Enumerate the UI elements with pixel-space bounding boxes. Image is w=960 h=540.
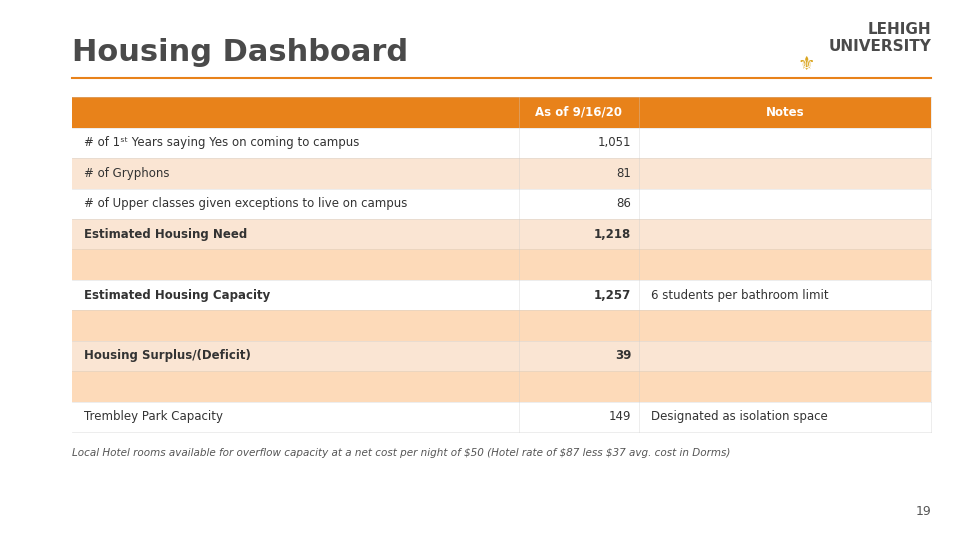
Text: Estimated Housing Need: Estimated Housing Need (84, 228, 247, 241)
Text: 1,218: 1,218 (594, 228, 632, 241)
FancyBboxPatch shape (72, 341, 518, 371)
FancyBboxPatch shape (518, 310, 639, 341)
Text: # of 1ˢᵗ Years saying Yes on coming to campus: # of 1ˢᵗ Years saying Yes on coming to c… (84, 137, 359, 150)
FancyBboxPatch shape (639, 219, 931, 249)
Text: 39: 39 (615, 349, 632, 362)
FancyBboxPatch shape (72, 280, 518, 310)
Text: Notes: Notes (766, 106, 804, 119)
Text: 149: 149 (609, 410, 632, 423)
FancyBboxPatch shape (72, 310, 518, 341)
Text: Trembley Park Capacity: Trembley Park Capacity (84, 410, 223, 423)
Text: 86: 86 (616, 197, 632, 210)
FancyBboxPatch shape (518, 219, 639, 249)
FancyBboxPatch shape (639, 371, 931, 402)
FancyBboxPatch shape (639, 402, 931, 432)
FancyBboxPatch shape (639, 341, 931, 371)
Text: # of Gryphons: # of Gryphons (84, 167, 169, 180)
Text: 19: 19 (916, 505, 931, 518)
Text: LEHIGH
UNIVERSITY: LEHIGH UNIVERSITY (828, 22, 931, 54)
FancyBboxPatch shape (518, 280, 639, 310)
FancyBboxPatch shape (72, 127, 518, 158)
FancyBboxPatch shape (639, 127, 931, 158)
FancyBboxPatch shape (72, 219, 518, 249)
FancyBboxPatch shape (518, 371, 639, 402)
Text: ⚜: ⚜ (798, 55, 815, 75)
FancyBboxPatch shape (518, 127, 639, 158)
FancyBboxPatch shape (518, 158, 639, 188)
FancyBboxPatch shape (639, 97, 931, 127)
FancyBboxPatch shape (639, 249, 931, 280)
Text: Housing Dashboard: Housing Dashboard (72, 38, 408, 67)
Text: As of 9/16/20: As of 9/16/20 (536, 106, 622, 119)
FancyBboxPatch shape (518, 249, 639, 280)
FancyBboxPatch shape (72, 158, 518, 188)
FancyBboxPatch shape (72, 249, 518, 280)
Text: 1,051: 1,051 (598, 137, 632, 150)
Text: 81: 81 (616, 167, 632, 180)
Text: Designated as isolation space: Designated as isolation space (651, 410, 828, 423)
FancyBboxPatch shape (639, 188, 931, 219)
Text: 1,257: 1,257 (594, 288, 632, 301)
FancyBboxPatch shape (518, 188, 639, 219)
Text: Estimated Housing Capacity: Estimated Housing Capacity (84, 288, 270, 301)
FancyBboxPatch shape (518, 341, 639, 371)
FancyBboxPatch shape (639, 310, 931, 341)
FancyBboxPatch shape (518, 402, 639, 432)
Text: Housing Surplus/(Deficit): Housing Surplus/(Deficit) (84, 349, 251, 362)
Text: Local Hotel rooms available for overflow capacity at a net cost per night of $50: Local Hotel rooms available for overflow… (72, 448, 731, 458)
FancyBboxPatch shape (518, 97, 639, 127)
FancyBboxPatch shape (72, 188, 518, 219)
Text: 6 students per bathroom limit: 6 students per bathroom limit (651, 288, 828, 301)
Text: # of Upper classes given exceptions to live on campus: # of Upper classes given exceptions to l… (84, 197, 407, 210)
FancyBboxPatch shape (72, 402, 518, 432)
FancyBboxPatch shape (72, 97, 518, 127)
FancyBboxPatch shape (639, 280, 931, 310)
FancyBboxPatch shape (72, 371, 518, 402)
FancyBboxPatch shape (639, 158, 931, 188)
